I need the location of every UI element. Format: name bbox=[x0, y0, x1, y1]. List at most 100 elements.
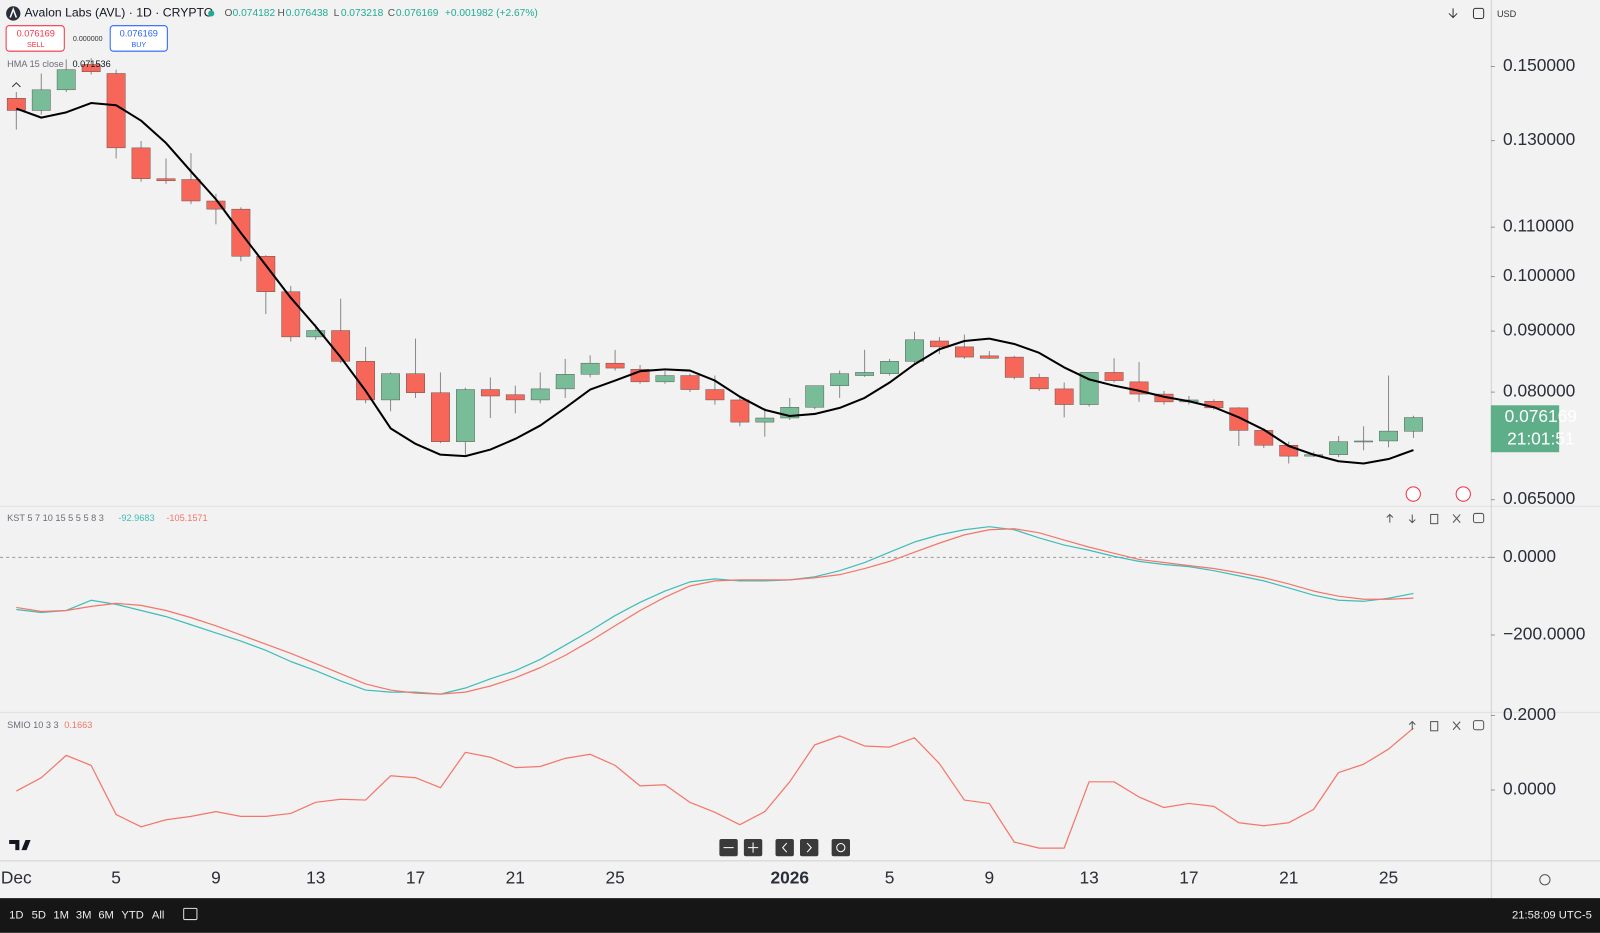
candle-body bbox=[81, 64, 101, 72]
range-button[interactable]: 1M bbox=[53, 909, 69, 921]
icon[interactable] bbox=[1386, 513, 1394, 523]
candle-body bbox=[905, 339, 924, 362]
x-tick-label: 17 bbox=[406, 867, 425, 887]
buy-box[interactable] bbox=[109, 25, 168, 52]
bottom-toolbar bbox=[0, 898, 1600, 933]
icon bbox=[806, 842, 812, 853]
y-tick-label: 0.2000 bbox=[1503, 704, 1556, 724]
candle-body bbox=[6, 98, 26, 111]
candle-body bbox=[1354, 440, 1373, 443]
candle-body bbox=[680, 375, 700, 390]
indicator-line bbox=[16, 528, 1414, 695]
icon[interactable] bbox=[1452, 721, 1461, 731]
candle-body bbox=[381, 373, 400, 401]
indicator-name: HMA 15 close bbox=[7, 59, 64, 69]
y-tick-label: 0.090000 bbox=[1503, 320, 1575, 340]
candle-body bbox=[206, 200, 226, 210]
x-tick-label: 9 bbox=[211, 867, 221, 887]
scroll-left[interactable] bbox=[775, 838, 794, 857]
candle-body bbox=[431, 392, 450, 442]
last-price-box bbox=[1490, 405, 1560, 453]
candle-body bbox=[1054, 388, 1074, 405]
pane-0 bbox=[6, 58, 1423, 465]
candle-body bbox=[1104, 372, 1124, 381]
candle-body bbox=[1229, 407, 1249, 431]
range-button[interactable]: All bbox=[152, 909, 164, 921]
x-tick-label: 25 bbox=[605, 867, 624, 887]
indicator-line bbox=[15, 102, 1414, 465]
sell-label[interactable]: SELL bbox=[27, 41, 44, 49]
ohlc-change: +0.001982 (+2.67%) bbox=[445, 8, 538, 19]
sell-button[interactable]: 0.076169 SELL bbox=[5, 25, 65, 52]
y-tick-label: 0.100000 bbox=[1503, 265, 1575, 285]
x-tick-label: 2026 bbox=[770, 867, 809, 887]
clock: 21:58:09 UTC-5 bbox=[1512, 909, 1592, 921]
calendar-icon[interactable] bbox=[183, 907, 198, 921]
icon[interactable] bbox=[1472, 720, 1485, 731]
candle-body bbox=[1404, 417, 1423, 432]
range-button[interactable]: 3M bbox=[76, 909, 92, 921]
candle-body bbox=[755, 417, 775, 423]
event-flag[interactable] bbox=[1405, 486, 1421, 502]
icon[interactable] bbox=[1408, 514, 1416, 524]
y-tick-label: 0.080000 bbox=[1503, 381, 1575, 401]
range-button[interactable]: 6M bbox=[98, 909, 114, 921]
brand-logo bbox=[9, 839, 31, 851]
collapse-icon[interactable] bbox=[11, 82, 21, 88]
candle-body bbox=[131, 147, 151, 179]
buy-price[interactable]: 0.076169 bbox=[120, 28, 158, 38]
x-tick-label: 9 bbox=[985, 867, 995, 887]
scroll-right[interactable] bbox=[800, 838, 819, 857]
indicator-value: -105.1571 bbox=[166, 513, 207, 523]
indicator-line bbox=[16, 526, 1414, 695]
x-tick-label: 21 bbox=[1279, 867, 1298, 887]
logo-glyph bbox=[9, 7, 18, 18]
candle-body bbox=[705, 389, 725, 401]
y-tick-label: 0.110000 bbox=[1503, 216, 1574, 236]
candle-body bbox=[306, 330, 326, 338]
icon[interactable] bbox=[1430, 721, 1439, 732]
reset[interactable] bbox=[831, 838, 850, 857]
sell-price[interactable]: 0.076169 bbox=[17, 28, 55, 38]
candle-body bbox=[1329, 441, 1349, 455]
candle-body bbox=[1029, 377, 1049, 390]
pane-2 bbox=[16, 727, 1414, 849]
ohlc-letter: L bbox=[334, 8, 340, 19]
pane-1 bbox=[16, 526, 1414, 695]
range-button[interactable]: 5D bbox=[32, 909, 46, 921]
candle-body bbox=[106, 73, 126, 149]
x-tick-label: 13 bbox=[1079, 867, 1098, 887]
candle-body bbox=[31, 89, 51, 111]
zoom-controls bbox=[719, 838, 850, 857]
icon[interactable] bbox=[1452, 514, 1461, 523]
candle-body bbox=[1254, 430, 1274, 446]
icon[interactable] bbox=[1408, 720, 1416, 730]
candle-body bbox=[830, 373, 850, 386]
icon[interactable] bbox=[1472, 512, 1485, 524]
y-tick-label: 0.130000 bbox=[1503, 129, 1575, 149]
icon[interactable] bbox=[1430, 513, 1439, 525]
buy-label[interactable]: BUY bbox=[131, 41, 146, 49]
indicator-line bbox=[16, 727, 1414, 849]
range-button[interactable]: 1D bbox=[9, 909, 23, 921]
candle-body bbox=[855, 372, 874, 376]
x-tick-label: 5 bbox=[885, 867, 895, 887]
icon bbox=[1448, 8, 1458, 19]
ohlc-value: 0.076438 bbox=[286, 8, 329, 19]
ohlc-letter: H bbox=[278, 8, 285, 19]
x-tick-label: 17 bbox=[1179, 867, 1198, 887]
sell-box[interactable] bbox=[5, 25, 65, 52]
candle-body bbox=[530, 388, 550, 401]
ohlc-letter: C bbox=[388, 8, 395, 19]
candle-body bbox=[406, 373, 425, 393]
event-flag[interactable] bbox=[1455, 486, 1471, 502]
candle-body bbox=[456, 389, 475, 442]
settings-icon[interactable] bbox=[1539, 874, 1551, 886]
ohlc-letter: O bbox=[224, 8, 232, 19]
range-button[interactable]: YTD bbox=[121, 909, 143, 921]
icon bbox=[1472, 7, 1485, 20]
candle-body bbox=[880, 361, 899, 374]
pane-controls bbox=[1386, 512, 1485, 732]
buy-button[interactable]: 0.076169 BUY bbox=[109, 25, 168, 52]
